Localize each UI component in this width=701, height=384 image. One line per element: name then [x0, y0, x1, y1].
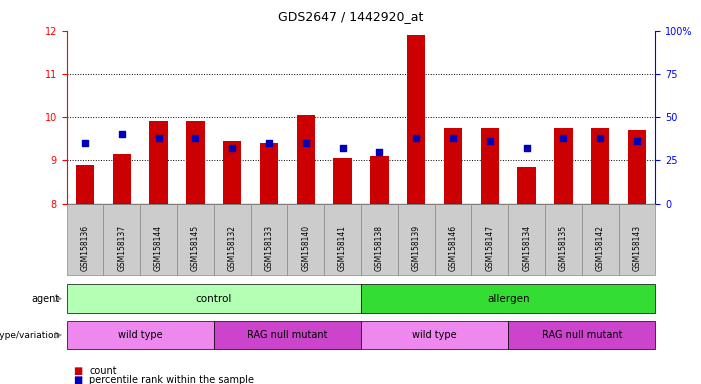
Text: GSM158139: GSM158139 — [411, 225, 421, 271]
Bar — [407, 35, 426, 204]
Point — [226, 145, 238, 151]
Point — [447, 135, 458, 141]
Text: GSM158142: GSM158142 — [596, 225, 605, 271]
Text: GSM158140: GSM158140 — [301, 225, 311, 271]
Point — [153, 135, 164, 141]
Text: percentile rank within the sample: percentile rank within the sample — [89, 375, 254, 384]
Text: GSM158147: GSM158147 — [485, 225, 494, 271]
Text: agent: agent — [32, 293, 60, 304]
Text: GDS2647 / 1442920_at: GDS2647 / 1442920_at — [278, 10, 423, 23]
Bar — [113, 154, 131, 204]
Text: ■: ■ — [74, 366, 83, 376]
Text: GSM158143: GSM158143 — [632, 225, 641, 271]
Point — [632, 138, 643, 144]
Text: RAG null mutant: RAG null mutant — [542, 330, 622, 340]
Text: count: count — [89, 366, 116, 376]
Text: RAG null mutant: RAG null mutant — [247, 330, 327, 340]
Bar — [444, 128, 462, 204]
Bar — [186, 121, 205, 204]
Point — [411, 135, 422, 141]
Bar — [334, 158, 352, 204]
Text: GSM158134: GSM158134 — [522, 225, 531, 271]
Text: control: control — [196, 293, 232, 304]
Text: GSM158138: GSM158138 — [375, 225, 384, 271]
Text: GSM158137: GSM158137 — [117, 225, 126, 271]
Text: GSM158133: GSM158133 — [264, 225, 273, 271]
Point — [337, 145, 348, 151]
Text: wild type: wild type — [412, 330, 457, 340]
Bar — [591, 128, 609, 204]
Point — [190, 135, 201, 141]
Text: GSM158132: GSM158132 — [228, 225, 237, 271]
Bar — [76, 165, 94, 204]
Text: GSM158145: GSM158145 — [191, 225, 200, 271]
Point — [594, 135, 606, 141]
Text: GSM158136: GSM158136 — [81, 225, 90, 271]
Point — [374, 149, 385, 155]
Bar — [370, 156, 388, 204]
Point — [521, 145, 532, 151]
Bar — [149, 121, 168, 204]
Text: GSM158135: GSM158135 — [559, 225, 568, 271]
Text: GSM158146: GSM158146 — [449, 225, 458, 271]
Bar — [223, 141, 241, 204]
Bar — [297, 115, 315, 204]
Point — [558, 135, 569, 141]
Bar — [628, 130, 646, 204]
Point — [300, 140, 311, 146]
Text: GSM158144: GSM158144 — [154, 225, 163, 271]
Bar — [481, 128, 499, 204]
Text: GSM158141: GSM158141 — [338, 225, 347, 271]
Bar — [554, 128, 573, 204]
Bar — [260, 143, 278, 204]
Point — [116, 131, 128, 137]
Text: allergen: allergen — [487, 293, 529, 304]
Text: ■: ■ — [74, 375, 83, 384]
Point — [484, 138, 496, 144]
Point — [264, 140, 275, 146]
Point — [79, 140, 90, 146]
Text: genotype/variation: genotype/variation — [0, 331, 60, 339]
Bar — [517, 167, 536, 204]
Text: wild type: wild type — [118, 330, 163, 340]
